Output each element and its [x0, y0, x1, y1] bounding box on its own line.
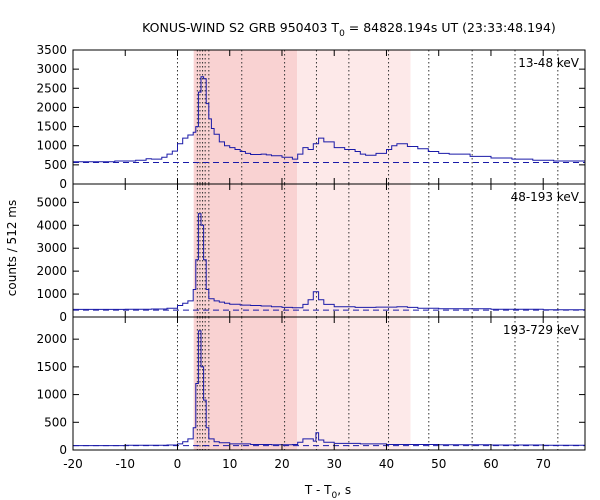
y-tick-label: 0 — [59, 443, 67, 457]
x-tick-label: 40 — [379, 457, 394, 471]
shaded-interval-2 — [297, 317, 411, 450]
y-tick-label: 4000 — [36, 218, 67, 232]
y-tick-label: 0 — [59, 310, 67, 324]
x-axis-label-subscript: 0 — [332, 491, 338, 500]
light-curve-series — [73, 76, 586, 163]
y-tick-label: 500 — [44, 158, 67, 172]
y-tick-label: 1500 — [36, 360, 67, 374]
x-tick-label: 60 — [483, 457, 498, 471]
y-axis-label: counts / 512 ms — [5, 200, 19, 296]
y-tick-label: 5000 — [36, 195, 67, 209]
shaded-interval-1 — [193, 50, 298, 184]
x-tick-label: 70 — [536, 457, 551, 471]
y-tick-label: 3000 — [36, 62, 67, 76]
x-tick-labels: -20 -10 0 10 20 30 40 50 60 70 — [63, 457, 551, 471]
y-tick-label: 2000 — [36, 100, 67, 114]
x-tick-label: 10 — [222, 457, 237, 471]
energy-band-label: 193-729 keV — [503, 323, 580, 337]
x-tick-label: -20 — [63, 457, 83, 471]
shaded-interval-2 — [297, 50, 411, 184]
y-tick-label: 1000 — [36, 388, 67, 402]
x-tick-label: 20 — [274, 457, 289, 471]
y-tick-label: 0 — [59, 177, 67, 191]
y-tick-label: 1000 — [36, 139, 67, 153]
energy-band-label: 13-48 keV — [518, 56, 580, 70]
shaded-interval-1 — [193, 184, 298, 317]
y-tick-label: 2500 — [36, 81, 67, 95]
y-tick-label: 1000 — [36, 287, 67, 301]
x-axis-label-prefix: T - T — [304, 483, 332, 497]
x-tick-label: 0 — [174, 457, 182, 471]
panel-3: 0 500 1000 1500 2000 193-729 keV — [36, 316, 586, 457]
y-tick-label: 3500 — [36, 43, 67, 57]
energy-band-label: 48-193 keV — [511, 190, 580, 204]
y-tick-label: 1500 — [36, 120, 67, 134]
chart-title: KONUS-WIND S2 GRB 950403 T0 = 84828.194s… — [142, 20, 556, 39]
x-axis-label: T - T0, s — [304, 483, 351, 500]
chart-title-prefix: KONUS-WIND S2 GRB 950403 T — [142, 20, 339, 35]
x-tick-label: -10 — [115, 457, 135, 471]
shaded-interval-2 — [297, 184, 411, 317]
x-tick-label: 50 — [431, 457, 446, 471]
panels-group: 0 500 1000 1500 2000 2500 3000 3500 13-48 keV 0 10… — [36, 43, 586, 457]
panel-frame — [72, 316, 586, 451]
x-axis-label-suffix: , s — [337, 483, 351, 497]
shaded-interval-1 — [193, 317, 298, 450]
light-curve-series — [73, 213, 586, 311]
y-tick-label: 2000 — [36, 264, 67, 278]
chart-title-subscript: 0 — [339, 29, 345, 39]
chart-title-suffix: = 84828.194s UT (23:33:48.194) — [345, 20, 556, 35]
y-tick-label: 500 — [44, 415, 67, 429]
y-tick-label: 2000 — [36, 332, 67, 346]
x-tick-label: 30 — [327, 457, 342, 471]
y-tick-label: 3000 — [36, 241, 67, 255]
light-curve-series — [73, 330, 586, 447]
panel-2: 0 1000 2000 3000 4000 5000 48-193 keV — [36, 183, 586, 324]
panel-1: 0 500 1000 1500 2000 2500 3000 3500 13-48 keV — [36, 43, 586, 191]
